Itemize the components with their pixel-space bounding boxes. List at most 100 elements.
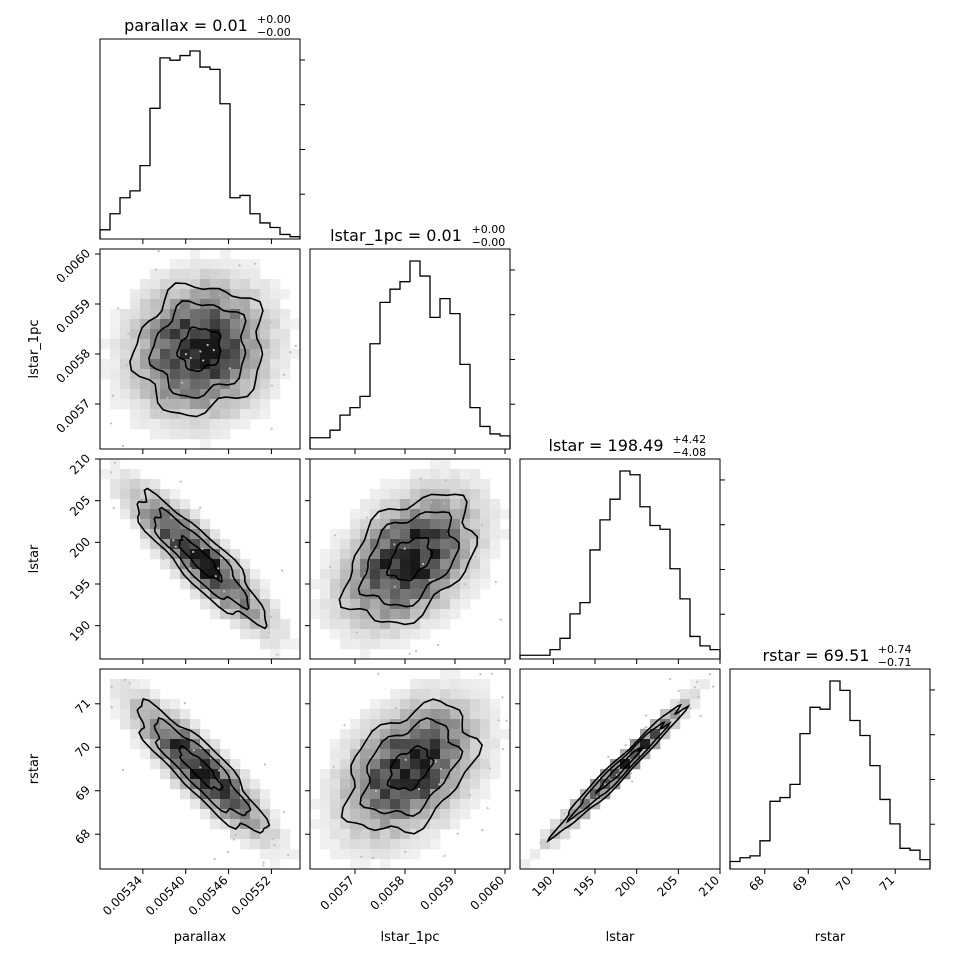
sample-point [697,695,700,698]
density-cell [270,339,281,350]
density-cell [360,859,371,870]
density-cell [140,729,151,740]
density-cell [250,269,261,280]
density-cell [270,379,281,390]
density-cell [160,489,171,500]
sample-point [438,783,441,786]
density-cell [470,739,481,750]
density-cell [270,289,281,300]
density-cell [430,549,441,560]
density-cell [220,389,231,400]
density-cell [110,479,121,490]
density-cell [450,679,461,690]
y-axis-label-lstar: lstar [27,544,42,573]
density-cell [160,549,171,560]
y-axis-label-lstar_1pc: lstar_1pc [27,320,42,379]
density-cell [260,619,271,630]
density-cell [190,289,201,300]
hist-bar [240,195,250,239]
density-cell [140,519,151,530]
density-cell [340,789,351,800]
density-cell [190,319,201,330]
density-cell [260,799,271,810]
sample-point [255,802,258,805]
sample-point [374,789,378,793]
density-cell [190,749,201,760]
density-cell [360,639,371,650]
density-cell [460,599,471,610]
density-cell [360,539,371,550]
density-cell [410,579,421,590]
density-cell [350,839,361,850]
density-cell [210,739,221,750]
density-cell [370,759,381,770]
density-cell [250,629,261,640]
density-cell [170,409,181,420]
sample-point [172,539,175,542]
density-cell [170,559,181,570]
density-cell [120,309,131,320]
density-cell [410,769,421,780]
density-cell [180,549,191,560]
density-cell [440,799,451,810]
contour-line [338,493,479,626]
density-cell [330,609,341,620]
hist-bar [690,636,700,659]
density-cell [420,619,431,630]
density-cell [470,539,481,550]
sample-point [419,477,422,480]
density-cell [470,719,481,730]
hist-bar [400,282,410,449]
density-cell [430,499,441,510]
density-cell [150,689,161,700]
sample-point [263,359,266,362]
density-cell [390,639,401,650]
hist-bar [570,614,580,659]
density-cell [130,509,141,520]
density-cell [170,359,181,370]
sample-point [359,829,362,832]
density-cell [320,839,331,850]
density-cell [480,769,491,780]
density-cell [250,349,261,360]
sample-point [112,506,115,509]
x-tick-label-parallax: 0.00552 [229,873,274,918]
density-cell [410,799,421,810]
density-cell [450,739,461,750]
density-cell [480,529,491,540]
density-cell [550,839,561,850]
density-cell [410,689,421,700]
density-cell [450,529,461,540]
contour-line [136,698,271,834]
density-cell [130,309,141,320]
density-cell [150,319,161,330]
density-cell [170,489,181,500]
sample-point [133,718,136,721]
sample-point [201,547,204,550]
sample-point [268,351,271,354]
density-cell [450,559,461,570]
density-cell [360,749,371,760]
density-cell [110,329,121,340]
density-cell [250,289,261,300]
density-cell [140,689,151,700]
density-cell [240,579,251,590]
density-cell [190,799,201,810]
hist-bar [450,314,460,449]
density-cell [160,289,171,300]
density-cell [200,359,211,370]
density-cell [360,579,371,590]
panel-title-parallax: parallax = 0.01 +0.00−0.00 [124,13,291,39]
density-cell [330,739,341,750]
density-cell [350,769,361,780]
density-cell [470,729,481,740]
density-cell [380,529,391,540]
sample-point [213,858,216,861]
density-cell [250,619,261,630]
hist-bar [580,603,590,659]
density-cell [130,499,141,510]
density-cell [170,549,181,560]
density-cell [460,749,471,760]
hist-bar [600,520,610,659]
density-cell [230,549,241,560]
